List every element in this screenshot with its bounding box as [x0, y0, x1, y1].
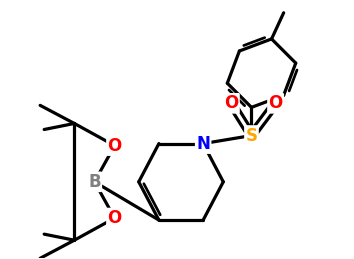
- Text: O: O: [224, 94, 239, 112]
- Text: S: S: [245, 127, 257, 145]
- Text: B: B: [88, 173, 101, 191]
- Text: O: O: [108, 136, 122, 155]
- Text: O: O: [268, 94, 283, 112]
- Text: O: O: [108, 209, 122, 227]
- Text: N: N: [196, 135, 210, 153]
